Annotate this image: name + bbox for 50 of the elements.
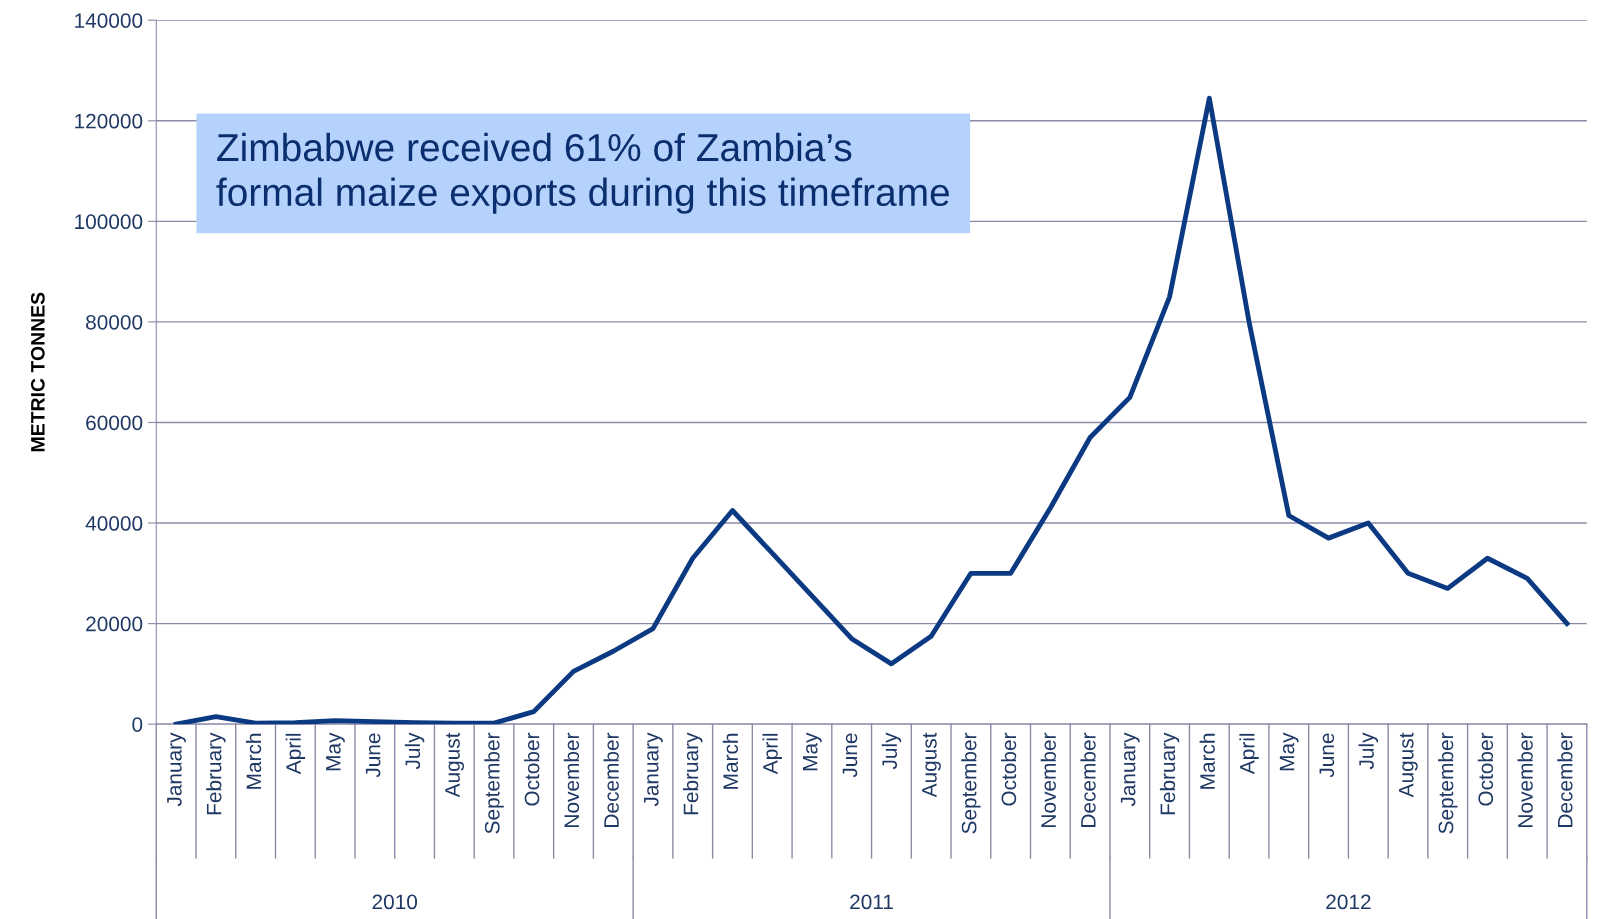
x-tick-label: June bbox=[365, 733, 381, 778]
y-tick-label: 0 bbox=[132, 717, 143, 732]
x-tick-label: December bbox=[1080, 732, 1096, 827]
x-tick-label: June bbox=[842, 733, 858, 778]
x-tick-label: September bbox=[484, 732, 504, 834]
x-tick-label: July bbox=[881, 732, 902, 770]
text: 2010 bbox=[372, 894, 418, 910]
x-tick-label: October bbox=[524, 732, 540, 806]
x-tick-label: January bbox=[644, 732, 663, 807]
x-tick-label: March bbox=[245, 733, 262, 789]
x-tick-label: March bbox=[1199, 733, 1215, 789]
y-tick-label: 100000 bbox=[75, 214, 143, 230]
x-tick-label: April bbox=[1239, 733, 1259, 775]
text: 2012 bbox=[1326, 894, 1371, 910]
x-tick-label: September bbox=[1438, 732, 1458, 834]
x-tick-label: December bbox=[603, 732, 619, 827]
x-tick-label: May bbox=[1279, 732, 1299, 771]
x-tick-label: April bbox=[285, 733, 306, 775]
x-tick-label: June bbox=[1319, 733, 1335, 778]
x-tick-label: November bbox=[1040, 732, 1056, 827]
y-tick-label: 80000 bbox=[86, 314, 143, 330]
x-tick-label: February bbox=[1159, 732, 1180, 815]
y-tick-label: 120000 bbox=[75, 113, 143, 129]
x-tick-label: May bbox=[326, 732, 345, 771]
x-tick-label: December bbox=[1557, 732, 1573, 827]
x-tick-label: January bbox=[167, 732, 186, 807]
text: 2011 bbox=[850, 894, 893, 910]
x-tick-label: November bbox=[1517, 732, 1533, 827]
annotation: Zimbabwe received 61% of Zambia’s formal maize exports during this timeframe bbox=[216, 132, 949, 214]
x-tick-label: March bbox=[722, 733, 739, 789]
line-series bbox=[173, 95, 1570, 725]
x-tick-label: October bbox=[1477, 732, 1494, 806]
y-axis-title: METRIC TONNES bbox=[30, 292, 45, 452]
x-tick-label: August bbox=[1399, 732, 1418, 798]
x-tick-label: October bbox=[1000, 732, 1017, 806]
x-tick-label: February bbox=[683, 732, 703, 815]
x-tick-label: April bbox=[762, 733, 782, 775]
x-tick-label: August bbox=[922, 732, 941, 798]
y-tick-label: 20000 bbox=[86, 616, 143, 632]
x-tick-label: November bbox=[563, 732, 580, 827]
x-tick-label: February bbox=[206, 732, 226, 815]
x-tick-label: January bbox=[1120, 732, 1140, 807]
x-tick-label: May bbox=[803, 732, 822, 771]
y-tick-label: 40000 bbox=[85, 516, 143, 531]
x-tick-label: July bbox=[1358, 732, 1378, 770]
y-tick-label: 140000 bbox=[75, 13, 143, 28]
y-tick-label: 60000 bbox=[86, 415, 143, 431]
x-tick-label: July bbox=[404, 732, 425, 770]
x-tick-label: September bbox=[961, 732, 981, 834]
x-tick-label: August bbox=[445, 732, 465, 798]
